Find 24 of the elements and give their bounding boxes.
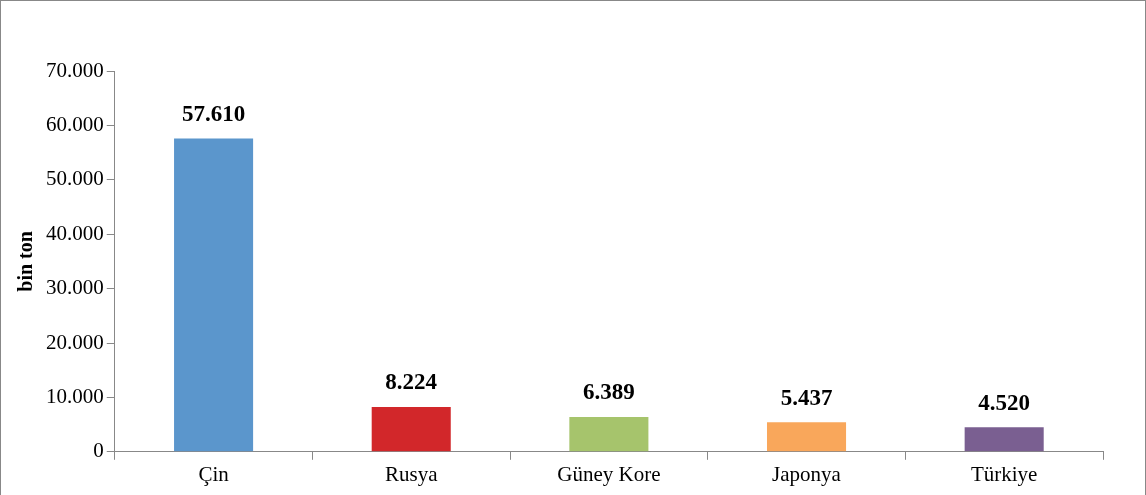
x-tick-label: Güney Kore: [557, 461, 661, 486]
y-tick-label: 50.000: [46, 166, 104, 191]
y-tick-label: 0: [93, 438, 104, 463]
data-label: 57.610: [181, 100, 246, 126]
x-tick-label: Japonya: [772, 461, 842, 486]
x-tick-label: Rusya: [384, 461, 439, 486]
data-label: 5.437: [780, 384, 833, 410]
bar: [174, 138, 254, 452]
y-tick-label: 30.000: [46, 275, 104, 300]
bar: [964, 427, 1044, 452]
data-label: 6.389: [583, 379, 635, 405]
y-tick-label: 20.000: [46, 329, 104, 354]
y-tick-label: 70.000: [46, 57, 104, 82]
bar: [767, 422, 847, 452]
y-axis-title: bin ton: [14, 231, 37, 292]
x-tick-label: Çin: [198, 461, 230, 486]
x-tick-label: Türkiye: [970, 461, 1038, 486]
bar: [371, 407, 451, 452]
y-tick-label: 40.000: [46, 220, 104, 245]
y-tick-label: 60.000: [46, 111, 104, 136]
data-label: 4.520: [978, 389, 1031, 415]
bar: [569, 417, 649, 452]
data-label: 8.224: [385, 369, 438, 395]
y-tick-label: 10.000: [46, 383, 104, 408]
